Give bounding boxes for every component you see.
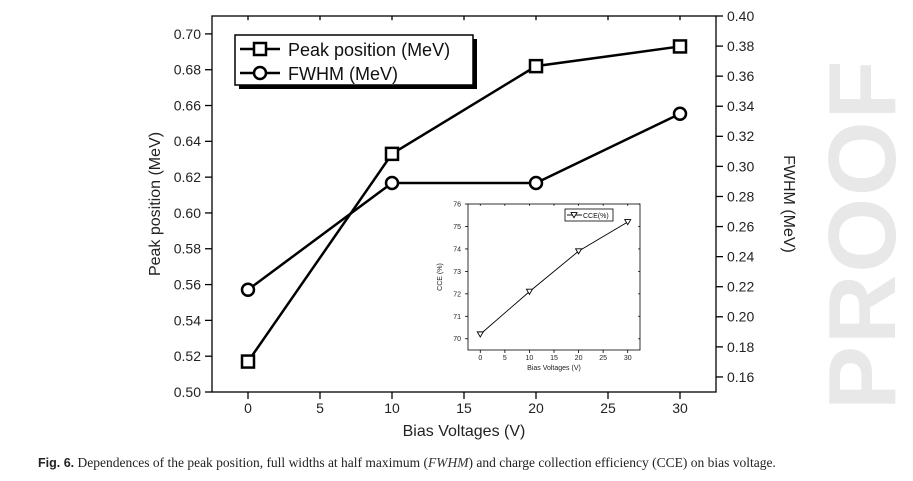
y-tick-label: 0.50 (174, 384, 201, 400)
y2-tick-label: 0.16 (727, 369, 754, 385)
marker-triangle (476, 331, 485, 338)
main-chart: 0 5 10 15 20 25 30 0.50 0.52 0.54 0.56 0.58 0.60 0.62… (147, 8, 797, 440)
y2-tick-label: 0.34 (727, 98, 754, 114)
marker-square (240, 354, 256, 369)
marker-circle (240, 282, 256, 297)
y-tick-label: 0.66 (174, 97, 201, 113)
x-tick-label: 10 (384, 400, 400, 416)
marker-circle (252, 65, 268, 81)
caption-text: Dependences of the peak position, full w… (74, 455, 429, 470)
y-tick-label: 0.62 (174, 169, 201, 185)
inset-legend: CCE(%) (564, 208, 614, 222)
series-line (247, 112, 681, 291)
y2-tick-label: 0.28 (727, 188, 754, 204)
x-axis-label: Bias Voltages (V) (403, 423, 526, 440)
marker-square (252, 41, 268, 57)
inset-chart: 0 5 10 15 20 25 30 70 71 72 73 74 75 76 Bias Voltages … (437, 201, 641, 372)
marker-circle (672, 106, 688, 122)
y-tick-label: 73 (453, 269, 461, 276)
x-tick-label: 25 (599, 355, 607, 362)
plot-frame (467, 203, 641, 351)
y2-tick-label: 0.20 (727, 309, 754, 325)
legend-box (234, 34, 474, 86)
legend-label: FWHM (MeV) (288, 64, 398, 84)
y-tick-label: 72 (453, 291, 461, 298)
y2-tick-label: 0.32 (727, 128, 754, 144)
y2-tick-label: 0.30 (727, 158, 754, 174)
y-tick-label: 75 (453, 224, 461, 231)
marker-square (672, 39, 688, 54)
y2-tick-label: 0.18 (727, 339, 754, 355)
y2-tick-label: 0.36 (727, 68, 754, 84)
caption-italic: FWHM (428, 455, 469, 470)
marker-square (384, 146, 400, 162)
marker-circle (384, 175, 400, 191)
y-tick-label: 0.58 (174, 241, 201, 257)
y-tick-label: 0.68 (174, 62, 201, 78)
y2-tick-label: 0.26 (727, 218, 754, 234)
y-tick-label: 71 (453, 314, 461, 321)
y-tick-label: 0.60 (174, 205, 201, 221)
x-tick-label: 30 (624, 355, 632, 362)
y2-tick-label: 0.22 (727, 279, 754, 295)
x-tick-label: 0 (244, 400, 252, 416)
marker-triangle (623, 219, 632, 226)
series-line (479, 221, 628, 335)
x-tick-label: 20 (528, 400, 544, 416)
figure-caption: Fig. 6. Dependences of the peak position… (38, 455, 776, 471)
x-tick-label: 30 (672, 400, 688, 416)
x-tick-label: 5 (503, 355, 507, 362)
y-tick-label: 0.70 (174, 26, 201, 42)
marker-square (528, 58, 544, 74)
y2-tick-label: 0.38 (727, 38, 754, 54)
marker-triangle (525, 288, 534, 296)
legend-label: Peak position (MeV) (288, 40, 450, 60)
y-axis-label: CCE (%) (437, 263, 444, 291)
y-tick-label: 0.64 (174, 133, 201, 149)
marker-triangle (570, 212, 578, 219)
x-tick-label: 25 (600, 400, 616, 416)
legend: Peak position (MeV) FWHM (MeV) (234, 34, 477, 89)
x-axis-label: Bias Voltages (V) (527, 365, 581, 372)
y2-axis-label: FWHM (MeV) (780, 155, 797, 253)
y2-tick-label: 0.40 (727, 8, 754, 24)
y-tick-label: 70 (453, 336, 461, 343)
marker-circle (528, 175, 544, 191)
y-tick-label: 0.54 (174, 312, 201, 328)
series-line (246, 45, 681, 363)
x-tick-label: 0 (478, 355, 482, 362)
marker-triangle (574, 248, 583, 255)
y-tick-label: 0.52 (174, 348, 201, 364)
y-tick-label: 74 (453, 246, 461, 253)
caption-text-end: ) and charge collection efficiency (CCE)… (468, 455, 776, 470)
x-tick-label: 20 (575, 355, 583, 362)
x-tick-label: 5 (316, 400, 324, 416)
y2-tick-label: 0.24 (727, 249, 754, 265)
legend-label: CCE(%) (583, 213, 609, 220)
inset-legend-box (564, 208, 614, 222)
y-tick-label: 76 (453, 201, 461, 208)
caption-label: Fig. 6. (38, 456, 75, 470)
x-tick-label: 10 (526, 355, 534, 362)
y-tick-label: 0.56 (174, 276, 201, 292)
x-tick-label: 15 (550, 355, 558, 362)
x-tick-label: 15 (456, 400, 472, 416)
y-axis-label: Peak position (MeV) (147, 132, 164, 276)
